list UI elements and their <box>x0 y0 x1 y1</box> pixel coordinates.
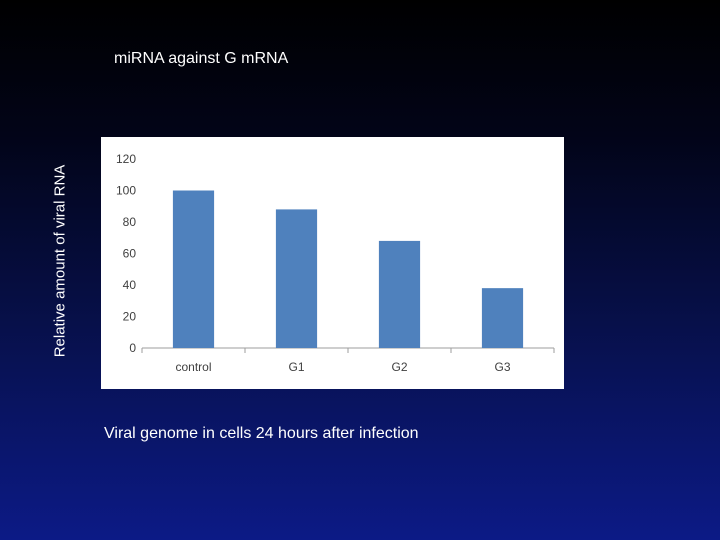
chart-panel: 0 20 40 60 80 100 120 control G1 G2 G3 <box>101 137 564 389</box>
y-tick-label: 60 <box>123 247 137 261</box>
y-tick-label: 0 <box>129 341 136 355</box>
x-tick-label: G2 <box>391 360 407 374</box>
bar-g2 <box>378 240 421 348</box>
y-tick-label: 120 <box>116 152 136 166</box>
y-axis-title-container: Relative amount of viral RNA <box>50 144 70 378</box>
y-axis-title: Relative amount of viral RNA <box>51 164 69 358</box>
y-tick-label: 20 <box>123 310 137 324</box>
x-tick-label: G1 <box>288 360 304 374</box>
slide-title: miRNA against G mRNA <box>114 50 289 67</box>
y-tick-label: 40 <box>123 278 137 292</box>
y-tick-label: 100 <box>116 184 136 198</box>
bar-chart: 0 20 40 60 80 100 120 control G1 G2 G3 <box>116 152 555 374</box>
slide-caption: Viral genome in cells 24 hours after inf… <box>104 425 419 442</box>
y-tick-label: 80 <box>123 215 137 229</box>
bar-g3 <box>481 288 524 348</box>
bar-g1 <box>275 209 318 348</box>
bar-control <box>172 190 215 348</box>
x-tick-label: control <box>175 360 211 374</box>
x-tick-label: G3 <box>494 360 510 374</box>
